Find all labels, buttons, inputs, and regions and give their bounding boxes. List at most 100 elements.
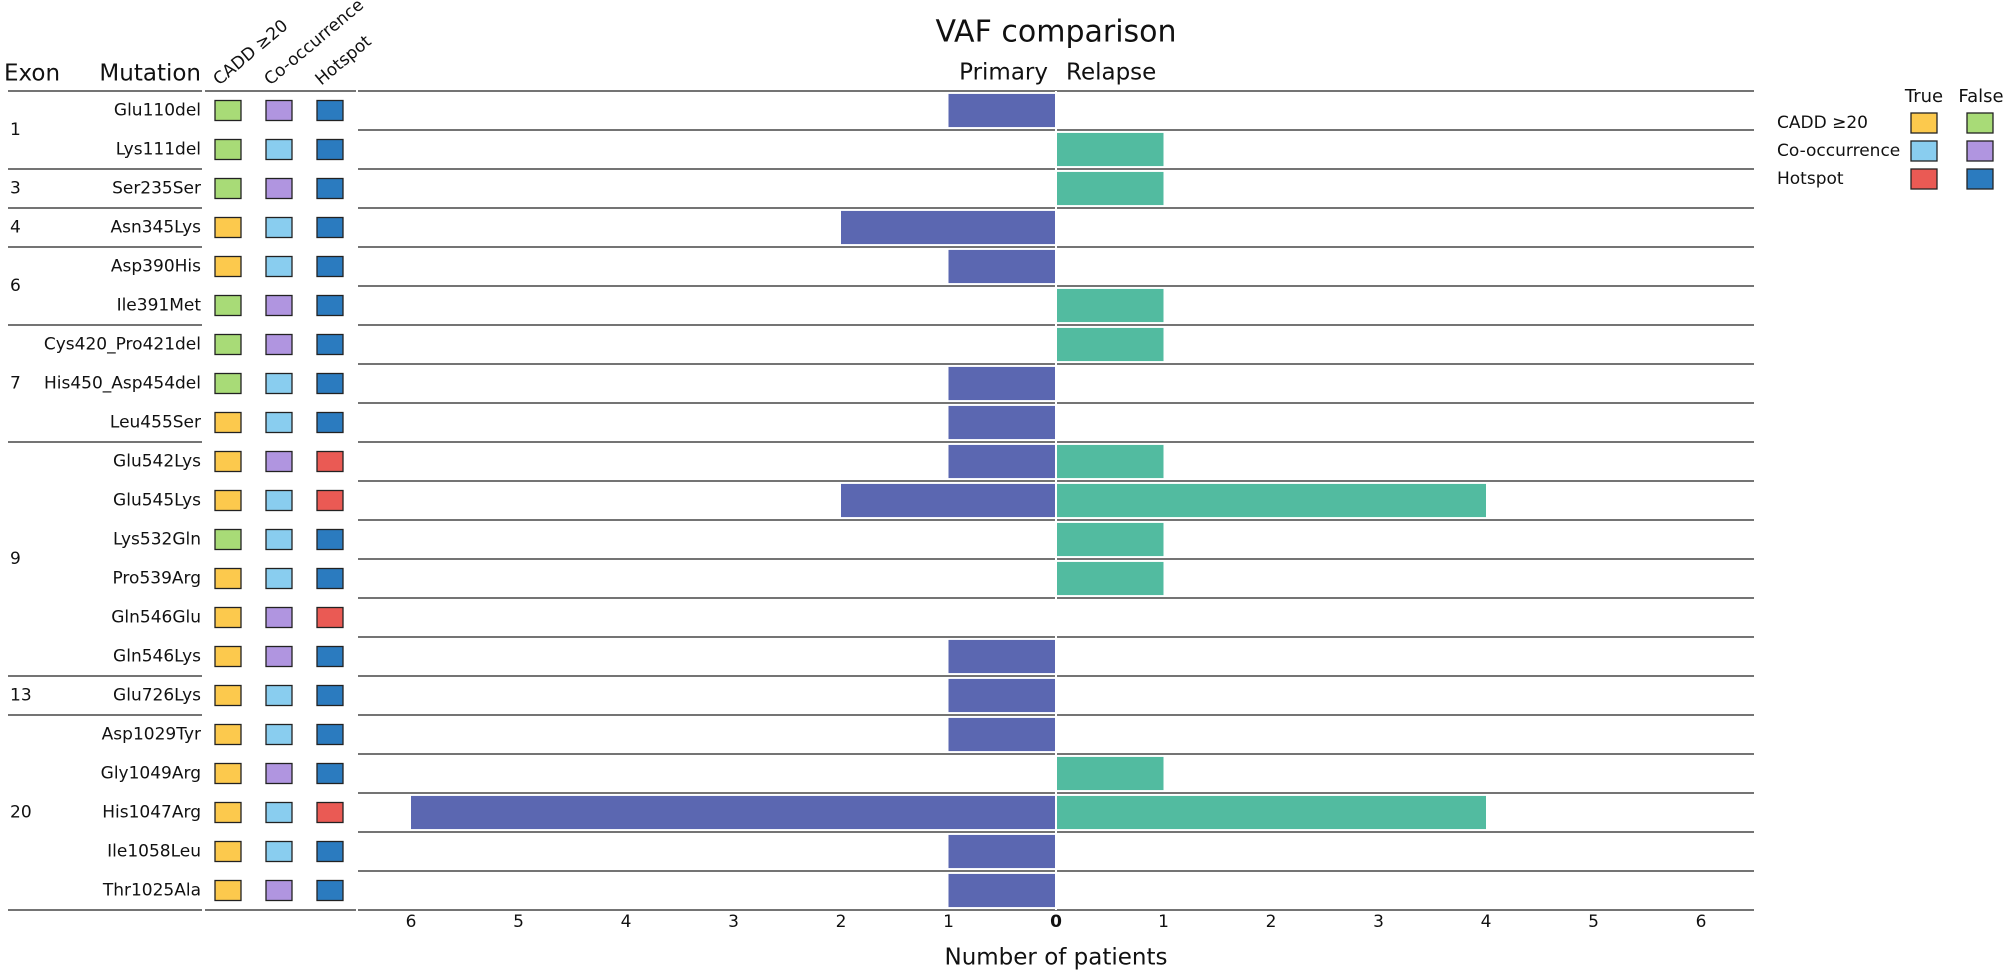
annotation-box — [316, 723, 344, 746]
x-tick-label: 2 — [836, 912, 847, 932]
bar — [1056, 327, 1164, 362]
x-tick-label: 3 — [1373, 912, 1384, 932]
bar — [948, 366, 1056, 401]
annotation-box — [316, 879, 344, 902]
annotation-box — [265, 216, 293, 239]
series-header: Primary — [959, 60, 1048, 86]
legend-swatch — [1966, 168, 1994, 190]
bar — [948, 639, 1056, 674]
annotation-box — [214, 762, 242, 785]
annotation-box — [214, 411, 242, 434]
annotation-box — [214, 684, 242, 707]
bar — [1056, 756, 1164, 791]
bar — [1056, 132, 1164, 167]
bar — [948, 717, 1056, 752]
mutation-label: Thr1025Ala — [102, 881, 201, 901]
annotation-box — [316, 489, 344, 512]
annotation-box — [316, 255, 344, 278]
mutation-header: Mutation — [99, 61, 201, 87]
annotation-box — [265, 177, 293, 200]
x-tick-label: 6 — [406, 912, 417, 932]
annotation-box — [214, 294, 242, 317]
x-tick-label: 0 — [1050, 912, 1062, 932]
bar — [411, 795, 1056, 830]
annotation-box — [214, 723, 242, 746]
bar — [948, 444, 1056, 479]
exon-label: 7 — [10, 374, 21, 394]
x-tick-label: 3 — [728, 912, 739, 932]
annotation-box — [316, 567, 344, 590]
annotation-box — [316, 138, 344, 161]
exon-label: 9 — [10, 549, 21, 569]
annotation-box — [316, 450, 344, 473]
exon-label: 4 — [10, 218, 21, 238]
legend-true: True — [1904, 86, 1943, 107]
mutation-label: Ile1058Leu — [107, 842, 201, 862]
annotation-box — [316, 840, 344, 863]
exon-label: 20 — [10, 803, 32, 823]
annotation-box — [214, 216, 242, 239]
annotation-box — [316, 528, 344, 551]
annotation-box — [316, 801, 344, 824]
x-tick-label: 4 — [1481, 912, 1492, 932]
bar — [1056, 483, 1486, 518]
mutation-label: Glu545Lys — [113, 491, 201, 511]
annotation-box — [316, 684, 344, 707]
annotation-box — [265, 294, 293, 317]
bar — [948, 834, 1056, 869]
annotation-box — [265, 645, 293, 668]
annotation-box — [265, 450, 293, 473]
mutation-label: Glu726Lys — [113, 686, 201, 706]
annotation-box — [214, 450, 242, 473]
annotation-box — [214, 801, 242, 824]
exon-label: 6 — [10, 276, 21, 296]
mutation-label: Lys532Gln — [113, 530, 201, 550]
annotation-box — [265, 99, 293, 122]
bar — [1056, 444, 1164, 479]
annotation-box — [214, 99, 242, 122]
annotation-box — [316, 294, 344, 317]
annotation-box — [214, 177, 242, 200]
annotation-box — [265, 567, 293, 590]
exon-header: Exon — [4, 61, 60, 87]
bar — [1056, 522, 1164, 557]
chart-title: VAF comparison — [935, 15, 1176, 50]
x-tick-label: 2 — [1266, 912, 1277, 932]
legend-label: CADD ≥20 — [1777, 113, 1868, 133]
annotation-box — [265, 255, 293, 278]
mutation-label: Lys111del — [116, 140, 201, 160]
mutation-label: Gln546Glu — [111, 608, 201, 628]
annotation-box — [214, 528, 242, 551]
mutation-label: His450_Asp454del — [44, 374, 201, 394]
legend-label: Co-occurrence — [1777, 141, 1900, 161]
annotation-box — [316, 411, 344, 434]
annotation-box — [265, 606, 293, 629]
annotation-box — [316, 372, 344, 395]
annotation-box — [265, 684, 293, 707]
legend-swatch — [1966, 112, 1994, 134]
x-tick-label: 1 — [1158, 912, 1169, 932]
bar — [948, 93, 1056, 128]
annotation-box — [316, 762, 344, 785]
exon-label: 3 — [10, 179, 21, 199]
exon-label: 13 — [10, 686, 32, 706]
mutation-label: Leu455Ser — [110, 413, 201, 433]
annotation-box — [316, 99, 344, 122]
bar — [948, 405, 1056, 440]
annotation-box — [316, 216, 344, 239]
mutation-label: Cys420_Pro421del — [44, 335, 201, 355]
mutation-label: Asn345Lys — [110, 218, 201, 238]
annotation-box — [265, 840, 293, 863]
bar — [841, 210, 1056, 245]
x-tick-label: 4 — [621, 912, 632, 932]
annotation-box — [214, 138, 242, 161]
annotation-box — [316, 645, 344, 668]
bar — [1056, 171, 1164, 206]
bar — [1056, 288, 1164, 323]
annotation-box — [214, 645, 242, 668]
annotation-box — [265, 801, 293, 824]
annotation-box — [265, 762, 293, 785]
annotation-box — [214, 606, 242, 629]
annotation-box — [214, 333, 242, 356]
